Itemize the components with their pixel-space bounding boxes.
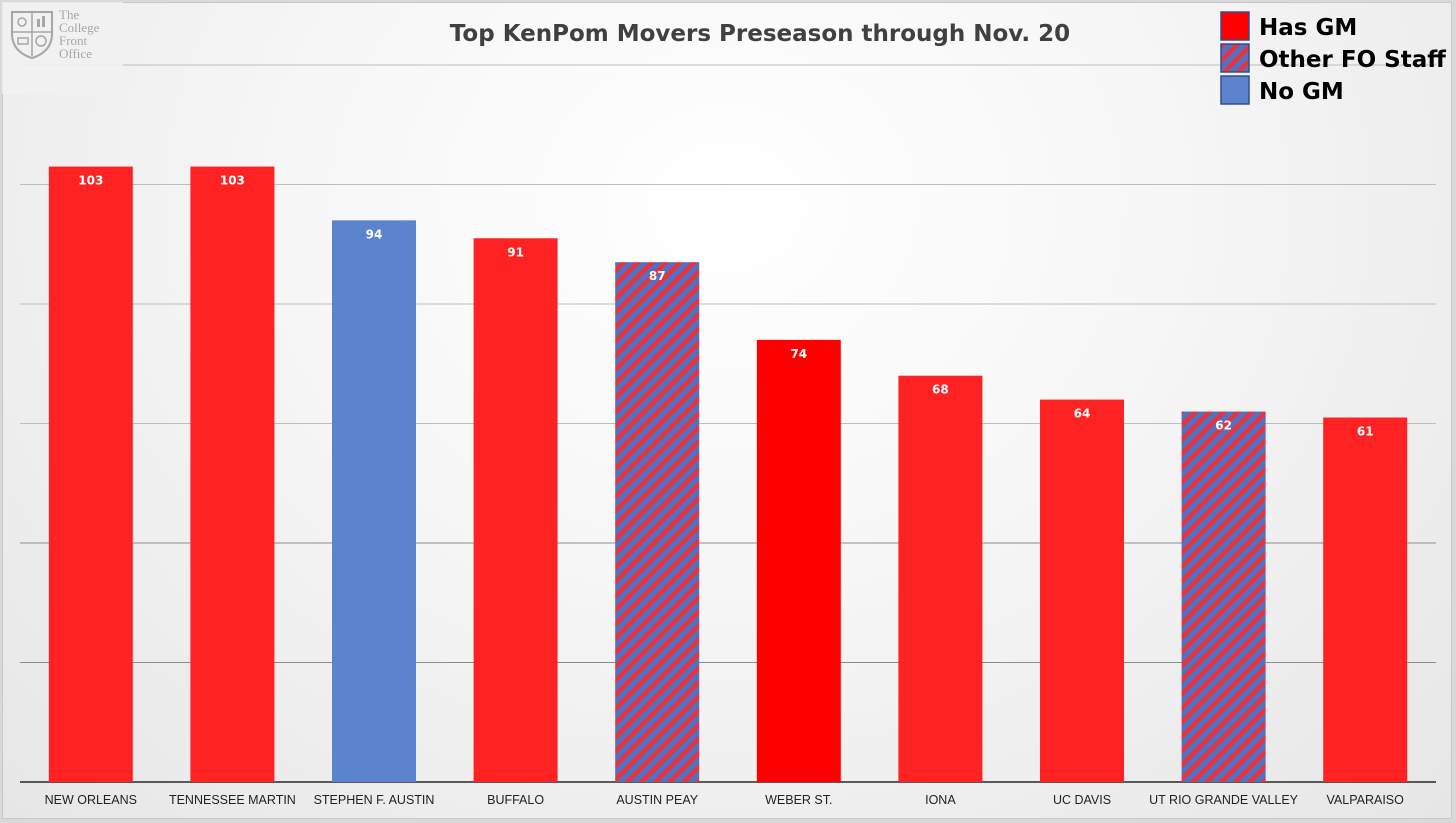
bar — [1323, 417, 1408, 782]
x-tick-label: BUFFALO — [487, 793, 544, 807]
logo-line: College — [59, 20, 100, 35]
x-tick-label: STEPHEN F. AUSTIN — [314, 793, 435, 807]
shield-crest-icon — [11, 11, 53, 60]
legend: Has GM Other FO Staff No GM — [1220, 11, 1446, 105]
bar — [756, 339, 841, 782]
legend-label: Other FO Staff — [1259, 47, 1446, 73]
bar — [898, 375, 983, 782]
x-tick-labels: NEW ORLEANS TENNESSEE MARTIN STEPHEN F. AU… — [45, 793, 1405, 807]
logo-text: The College Front Office — [59, 8, 99, 60]
data-label: 91 — [507, 245, 524, 259]
data-label: 103 — [78, 174, 103, 188]
data-label: 74 — [790, 347, 807, 361]
x-tick-label: TENNESSEE MARTIN — [169, 793, 296, 807]
x-tick-label: IONA — [925, 793, 956, 807]
logo-watermark: The College Front Office — [2, 2, 123, 94]
bar — [1181, 411, 1266, 782]
data-label: 68 — [932, 383, 949, 397]
legend-swatch — [1220, 11, 1250, 41]
logo-line: Front — [59, 33, 88, 48]
data-label: 94 — [366, 227, 383, 241]
legend-label: No GM — [1259, 79, 1344, 105]
bar-chart: 103 103 94 91 87 74 68 64 62 61 NEW ORLEANS TENNES… — [20, 11, 1446, 807]
x-tick-label: UT RIO GRANDE VALLEY — [1149, 793, 1299, 807]
bar — [1040, 399, 1124, 782]
chart-title: Top KenPom Movers Preseason through Nov.… — [450, 21, 1070, 47]
legend-swatch — [1220, 75, 1250, 105]
x-tick-label: WEBER ST. — [765, 793, 832, 807]
x-tick-label: VALPARAISO — [1327, 793, 1405, 807]
legend-swatch — [1220, 43, 1250, 73]
bar — [190, 166, 275, 782]
x-tick-label: NEW ORLEANS — [45, 793, 137, 807]
data-label: 62 — [1215, 419, 1232, 433]
data-label: 87 — [649, 269, 666, 283]
x-tick-label: AUSTIN PEAY — [616, 793, 698, 807]
bar — [615, 262, 700, 782]
data-label: 64 — [1074, 407, 1091, 421]
logo-line: Office — [59, 46, 92, 61]
bar — [332, 220, 416, 783]
data-label: 61 — [1357, 425, 1374, 439]
data-labels: 103 103 94 91 87 74 68 64 62 61 — [78, 174, 1373, 439]
logo-line: The — [59, 7, 80, 22]
data-label: 103 — [220, 174, 245, 188]
bars — [48, 166, 1408, 783]
legend-label: Has GM — [1259, 15, 1357, 41]
bar — [48, 166, 133, 782]
x-tick-label: UC DAVIS — [1053, 793, 1111, 807]
bar — [473, 238, 558, 782]
